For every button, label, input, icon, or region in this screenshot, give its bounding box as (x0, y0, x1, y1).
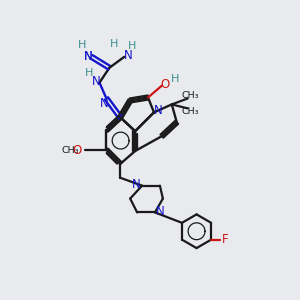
Text: O: O (72, 143, 82, 157)
Text: N: N (155, 205, 164, 218)
Text: F: F (222, 233, 228, 246)
Text: N: N (84, 50, 93, 63)
Text: N: N (92, 75, 101, 88)
Text: H: H (84, 68, 93, 78)
Text: CH₃: CH₃ (182, 107, 200, 116)
Text: O: O (160, 78, 170, 91)
Text: H: H (77, 40, 86, 50)
Text: N: N (124, 50, 133, 62)
Text: H: H (128, 41, 136, 51)
Text: H: H (171, 74, 179, 84)
Text: N: N (84, 50, 93, 63)
Text: CH₃: CH₃ (62, 146, 80, 154)
Text: CH₃: CH₃ (182, 91, 200, 100)
Text: N: N (154, 104, 162, 117)
Text: N: N (132, 178, 140, 191)
Text: N: N (100, 97, 109, 110)
Text: H: H (110, 39, 118, 49)
